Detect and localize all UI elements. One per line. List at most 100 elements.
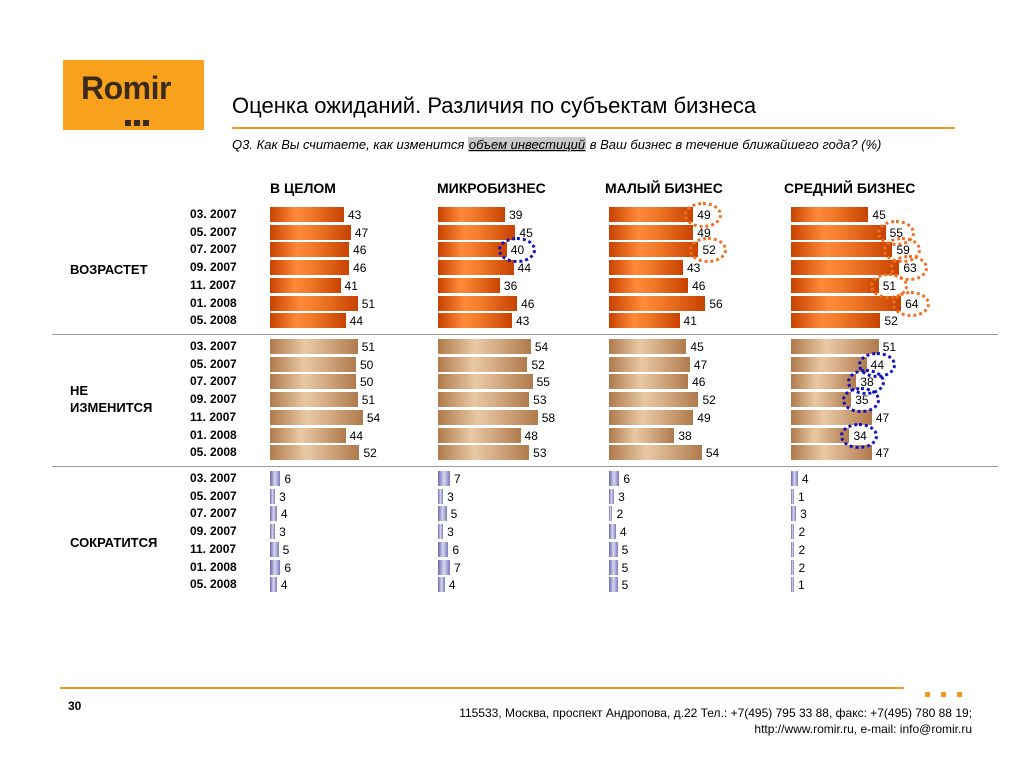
data-label: 54: [531, 340, 552, 354]
date-label: 11. 2007: [190, 541, 237, 556]
data-label: 56: [706, 296, 726, 311]
date-label: 01. 2008: [190, 427, 237, 442]
bar-nochange-medium: [791, 392, 852, 408]
data-label: 48: [521, 428, 541, 443]
data-label: 3: [444, 489, 457, 504]
highlight-ring: [840, 422, 879, 449]
bar-increase-micro: [438, 207, 506, 222]
bar-nochange-small: [609, 445, 702, 461]
bar-decrease-micro: [438, 541, 449, 557]
data-label: 5: [618, 542, 632, 557]
data-label: 38: [675, 428, 695, 443]
date-label: 01. 2008: [190, 295, 237, 310]
bar-nochange-total: [270, 409, 363, 425]
bar-nochange-total: [270, 374, 356, 390]
data-label: 1: [795, 578, 808, 593]
data-label: 3: [615, 489, 628, 504]
data-label: 53: [530, 446, 550, 461]
bar-increase-medium: [791, 242, 893, 258]
bar-nochange-total: [270, 427, 346, 443]
bar-nochange-small: [609, 427, 675, 443]
highlight-ring: [684, 202, 723, 228]
bar-nochange-micro: [438, 427, 521, 443]
bar-increase-medium: [791, 313, 881, 329]
data-label: 3: [276, 525, 289, 540]
data-label: 47: [690, 357, 711, 372]
data-label: 6: [449, 542, 462, 557]
data-label: 39: [506, 208, 526, 222]
bar-decrease-micro: [438, 524, 444, 540]
date-label: 09. 2007: [190, 392, 237, 407]
bar-decrease-total: [270, 488, 276, 504]
data-label: 6: [281, 472, 294, 486]
bar-decrease-small: [609, 541, 618, 557]
footer-address: 115533, Москва, проспект Андропова, д.22…: [459, 705, 972, 737]
data-label: 2: [795, 542, 809, 557]
data-label: 7: [451, 560, 464, 575]
bar-increase-micro: [438, 242, 507, 258]
highlight-ring: [890, 255, 929, 282]
bar-decrease-total: [270, 471, 281, 486]
data-label: 51: [358, 393, 379, 408]
bar-decrease-small: [609, 488, 615, 504]
column-header-total: В ЦЕЛОМ: [270, 180, 336, 196]
bar-nochange-medium: [791, 339, 879, 354]
data-label: 36: [500, 278, 521, 293]
data-label: 47: [351, 225, 372, 240]
column-header-small: МАЛЫЙ БИЗНЕС: [605, 180, 723, 196]
bar-nochange-medium: [791, 427, 850, 443]
data-label: 52: [528, 357, 548, 372]
data-label: 4: [277, 507, 291, 522]
data-label: 6: [620, 472, 633, 486]
data-label: 2: [613, 507, 627, 522]
romir-logo: Romir: [63, 60, 204, 130]
bar-nochange-medium: [791, 445, 872, 461]
date-label: 11. 2007: [190, 409, 237, 424]
data-label: 45: [869, 208, 889, 222]
logo-dots: [125, 113, 152, 131]
bar-increase-total: [270, 207, 344, 222]
data-label: 51: [358, 340, 379, 354]
data-label: 3: [444, 525, 457, 540]
bar-nochange-micro: [438, 356, 528, 372]
data-label: 46: [350, 261, 370, 276]
bar-increase-small: [609, 260, 683, 276]
bar-increase-medium: [791, 207, 869, 222]
bar-decrease-medium: [791, 541, 795, 557]
data-label: 46: [518, 296, 538, 311]
question-text-end: в Ваш бизнес в течение ближайшего года? …: [586, 137, 882, 152]
bar-nochange-small: [609, 392, 699, 408]
bar-increase-total: [270, 313, 346, 329]
date-label: 07. 2007: [190, 242, 237, 257]
bar-increase-micro: [438, 224, 516, 240]
date-label: 05. 2007: [190, 356, 237, 371]
date-label: 05. 2008: [190, 577, 237, 592]
bar-increase-total: [270, 277, 341, 293]
data-label: 44: [346, 428, 367, 443]
data-label: 7: [451, 472, 464, 486]
date-label: 03. 2007: [190, 471, 237, 485]
bar-nochange-small: [609, 356, 690, 372]
highlight-ring: [689, 237, 728, 264]
date-label: 09. 2007: [190, 260, 237, 275]
bar-nochange-micro: [438, 339, 531, 354]
data-label: 3: [276, 489, 289, 504]
bar-increase-medium: [791, 224, 886, 240]
bar-increase-medium: [791, 277, 879, 293]
data-label: 4: [798, 472, 812, 486]
data-label: 49: [694, 410, 714, 425]
page-number: 30: [68, 699, 82, 713]
column-header-micro: МИКРОБИЗНЕС: [437, 180, 546, 196]
data-label: 47: [872, 410, 893, 425]
data-label: 53: [530, 393, 550, 408]
data-label: 2: [795, 525, 809, 540]
data-label: 4: [277, 578, 291, 593]
highlight-ring: [842, 387, 881, 414]
column-header-medium: СРЕДНИЙ БИЗНЕС: [784, 180, 916, 196]
address-line: 115533, Москва, проспект Андропова, д.22…: [459, 706, 972, 720]
bar-decrease-micro: [438, 506, 447, 522]
bar-increase-total: [270, 242, 350, 258]
bar-decrease-total: [270, 524, 276, 540]
bar-nochange-micro: [438, 392, 530, 408]
bar-nochange-micro: [438, 374, 533, 390]
